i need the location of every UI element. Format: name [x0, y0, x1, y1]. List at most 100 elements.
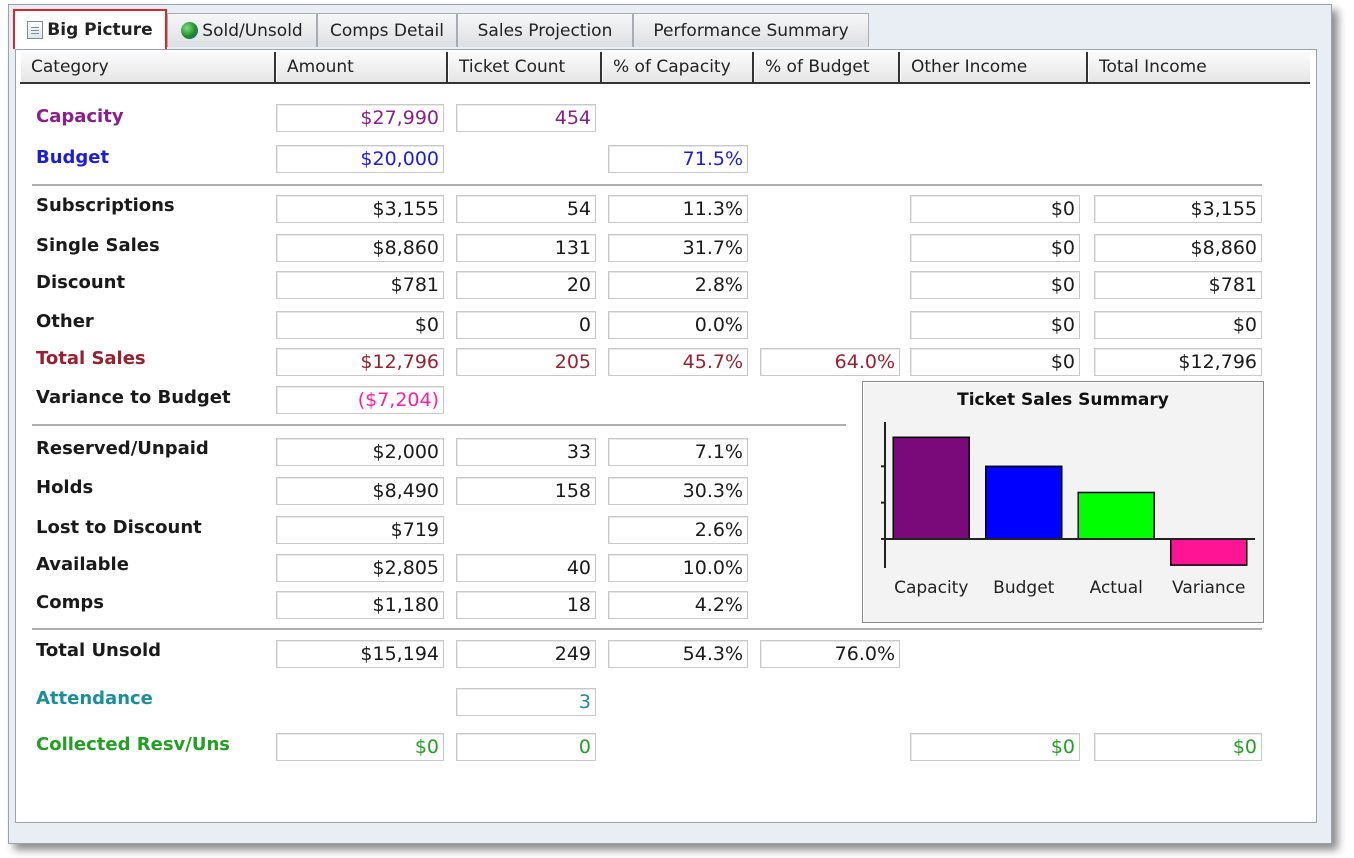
total-sales-count: 205: [456, 348, 596, 376]
subscriptions-pct-capacity: 11.3%: [608, 195, 748, 223]
other-amount: $0: [276, 311, 444, 339]
comps-pct-capacity: 4.2%: [608, 591, 748, 619]
tab-label: Sold/Unsold: [202, 20, 303, 41]
label-attendance: Attendance: [36, 688, 153, 709]
subscriptions-other-income: $0: [910, 195, 1080, 223]
column-header-ticket-count[interactable]: Ticket Count: [448, 52, 602, 82]
label-total-unsold: Total Unsold: [36, 640, 162, 661]
label-subscriptions: Subscriptions: [36, 195, 175, 216]
chart-plot: [881, 422, 1255, 568]
discount-count: 20: [456, 271, 596, 299]
discount-pct-capacity: 2.8%: [608, 271, 748, 299]
status-strip: [15, 823, 1315, 837]
chart-bar-actual: [1077, 491, 1155, 540]
single-sales-pct-capacity: 31.7%: [608, 234, 748, 262]
column-header-other-income[interactable]: Other Income: [900, 52, 1088, 82]
attendance-count: 3: [456, 688, 596, 716]
big-picture-panel: Category Amount Ticket Count % of Capaci…: [15, 49, 1317, 823]
budget-amount: $20,000: [276, 145, 444, 173]
globe-icon: [181, 22, 199, 39]
discount-other-income: $0: [910, 271, 1080, 299]
tab-performance-summary[interactable]: Performance Summary: [633, 13, 869, 47]
label-other: Other: [36, 311, 94, 332]
collected-other-income: $0: [910, 733, 1080, 761]
subscriptions-amount: $3,155: [276, 195, 444, 223]
label-discount: Discount: [36, 272, 126, 293]
tab-comps-detail[interactable]: Comps Detail: [317, 13, 457, 47]
total-unsold-pct-budget: 76.0%: [760, 640, 900, 668]
column-header-category[interactable]: Category: [20, 52, 276, 82]
lost-discount-amount: $719: [276, 516, 444, 544]
discount-amount: $781: [276, 271, 444, 299]
variance-amount: ($7,204): [276, 386, 444, 414]
label-budget: Budget: [36, 147, 110, 168]
total-sales-pct-budget: 64.0%: [760, 348, 900, 376]
tab-label: Big Picture: [47, 20, 153, 40]
label-single-sales: Single Sales: [36, 235, 160, 256]
label-variance-to-budget: Variance to Budget: [36, 387, 231, 408]
chart-category-label: Actual: [1089, 578, 1143, 598]
collected-amount: $0: [276, 733, 444, 761]
label-comps: Comps: [36, 592, 104, 613]
subscriptions-total-income: $3,155: [1094, 195, 1262, 223]
holds-count: 158: [456, 477, 596, 505]
total-unsold-count: 249: [456, 640, 596, 668]
tab-big-picture[interactable]: Big Picture: [13, 9, 167, 49]
single-sales-amount: $8,860: [276, 234, 444, 262]
label-lost-to-discount: Lost to Discount: [36, 517, 202, 538]
column-header-pct-budget[interactable]: % of Budget: [754, 52, 900, 82]
available-amount: $2,805: [276, 554, 444, 582]
column-header-amount[interactable]: Amount: [276, 52, 448, 82]
budget-pct-capacity: 71.5%: [608, 145, 748, 173]
reserved-amount: $2,000: [276, 438, 444, 466]
total-unsold-pct-capacity: 54.3%: [608, 640, 748, 668]
chart-bar-variance: [1170, 538, 1248, 566]
column-header-total-income[interactable]: Total Income: [1088, 52, 1310, 82]
total-sales-total-income: $12,796: [1094, 348, 1262, 376]
comps-count: 18: [456, 591, 596, 619]
lost-discount-pct-capacity: 2.6%: [608, 516, 748, 544]
discount-total-income: $781: [1094, 271, 1262, 299]
tab-label: Performance Summary: [653, 20, 849, 41]
column-header-row: Category Amount Ticket Count % of Capaci…: [20, 52, 1310, 84]
total-unsold-amount: $15,194: [276, 640, 444, 668]
other-total-income: $0: [1094, 311, 1262, 339]
holds-pct-capacity: 30.3%: [608, 477, 748, 505]
single-sales-total-income: $8,860: [1094, 234, 1262, 262]
subscriptions-count: 54: [456, 195, 596, 223]
other-pct-capacity: 0.0%: [608, 311, 748, 339]
label-total-sales: Total Sales: [36, 348, 146, 369]
reserved-pct-capacity: 7.1%: [608, 438, 748, 466]
tab-label: Sales Projection: [477, 20, 613, 41]
collected-total-income: $0: [1094, 733, 1262, 761]
holds-amount: $8,490: [276, 477, 444, 505]
label-collected-resv-uns: Collected Resv/Uns: [36, 734, 230, 755]
section-divider: [32, 184, 1262, 186]
label-available: Available: [36, 554, 129, 575]
capacity-count: 454: [456, 104, 596, 132]
total-sales-other-income: $0: [910, 348, 1080, 376]
tab-sold-unsold[interactable]: Sold/Unsold: [167, 13, 317, 47]
chart-title: Ticket Sales Summary: [957, 390, 1169, 410]
label-holds: Holds: [36, 477, 94, 498]
comps-amount: $1,180: [276, 591, 444, 619]
tab-label: Comps Detail: [330, 20, 444, 41]
single-sales-count: 131: [456, 234, 596, 262]
single-sales-other-income: $0: [910, 234, 1080, 262]
chart-bar-capacity: [892, 436, 970, 540]
label-capacity: Capacity: [36, 106, 124, 127]
chart-category-label: Capacity: [894, 578, 969, 598]
label-reserved-unpaid: Reserved/Unpaid: [36, 438, 209, 459]
capacity-amount: $27,990: [276, 104, 444, 132]
total-sales-pct-capacity: 45.7%: [608, 348, 748, 376]
chart-category-label: Budget: [993, 578, 1055, 598]
column-header-pct-capacity[interactable]: % of Capacity: [602, 52, 754, 82]
section-divider: [32, 424, 846, 426]
reserved-count: 33: [456, 438, 596, 466]
ticket-sales-summary-chart: Ticket Sales Summary Capacity Budget Actua…: [862, 381, 1264, 623]
tab-sales-projection[interactable]: Sales Projection: [457, 13, 633, 47]
other-other-income: $0: [910, 311, 1080, 339]
app-window: Big Picture Sold/Unsold Comps Detail Sal…: [8, 4, 1332, 844]
other-count: 0: [456, 311, 596, 339]
collected-count: 0: [456, 733, 596, 761]
